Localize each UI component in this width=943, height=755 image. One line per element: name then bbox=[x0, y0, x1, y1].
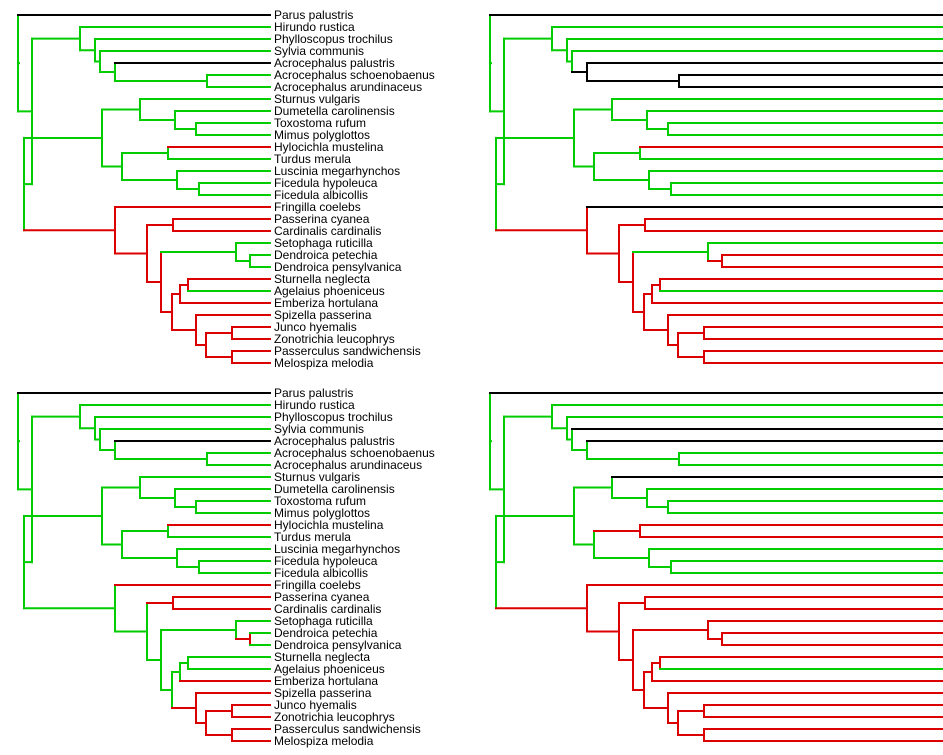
species-label: Melospiza melodia bbox=[274, 356, 374, 370]
species-label: Melospiza melodia bbox=[274, 734, 374, 748]
